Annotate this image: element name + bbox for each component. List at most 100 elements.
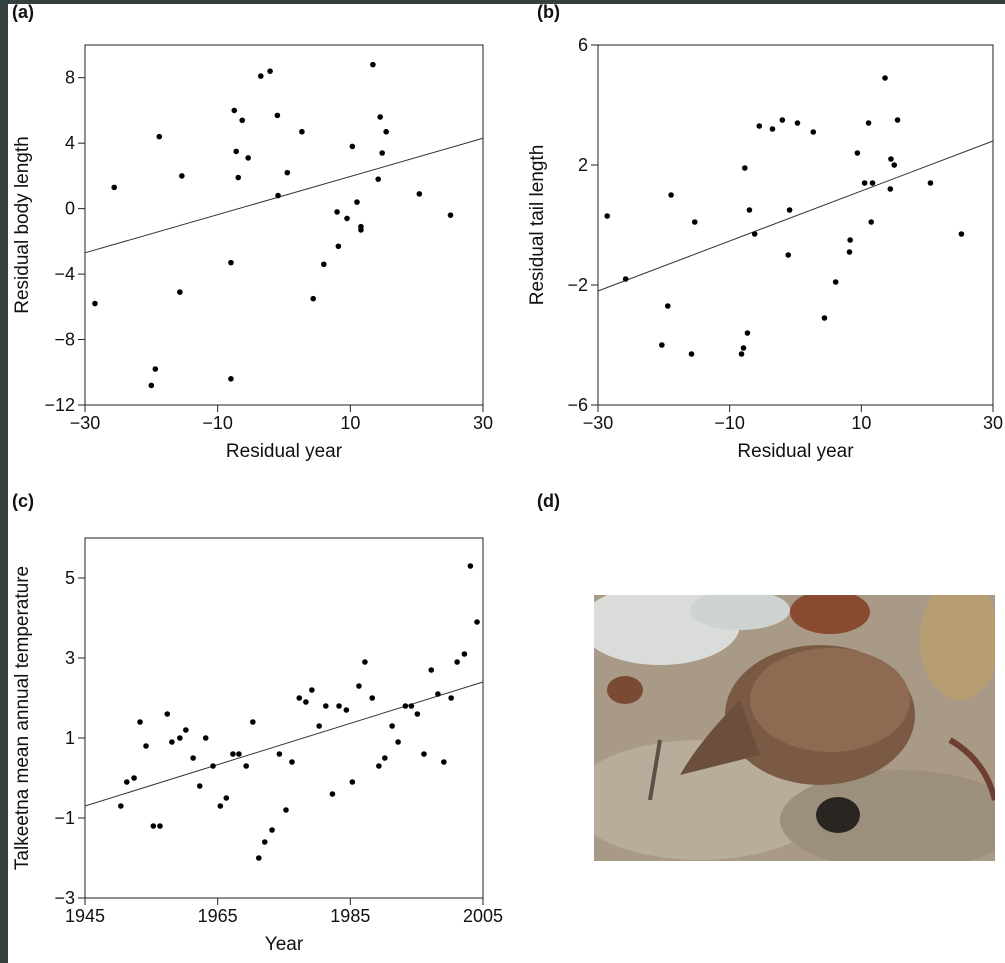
- panel-label: (d): [537, 491, 560, 511]
- point: [150, 823, 157, 829]
- point: [335, 243, 342, 250]
- point: [231, 107, 238, 114]
- plot: (b) −30 −10 10 30 −6 −2 2 6 Residual year Residual…: [527, 2, 1003, 462]
- point: [274, 112, 281, 119]
- point: [868, 219, 875, 225]
- y-tick-label: 2: [578, 155, 588, 175]
- point: [148, 382, 155, 389]
- point: [299, 128, 305, 135]
- point: [370, 61, 376, 68]
- y-tick-label: −8: [54, 330, 75, 350]
- point: [888, 156, 894, 162]
- point: [223, 795, 230, 801]
- point: [131, 775, 137, 781]
- x-tick-label: −10: [202, 413, 233, 433]
- point: [283, 807, 289, 813]
- point: [668, 192, 674, 198]
- point: [236, 751, 242, 757]
- point: [156, 133, 163, 140]
- point: [276, 751, 283, 757]
- point: [810, 129, 817, 135]
- y-tick-label: 6: [578, 35, 588, 55]
- point: [751, 231, 758, 237]
- point: [356, 683, 362, 689]
- point: [691, 219, 698, 225]
- point: [744, 330, 751, 336]
- point: [362, 659, 368, 665]
- y-axis-label: Talkeetna mean annual temperature: [12, 566, 33, 870]
- point: [250, 719, 256, 725]
- plot-frame: [84, 44, 484, 406]
- point: [179, 173, 185, 179]
- point: [217, 803, 224, 809]
- point: [239, 117, 246, 124]
- y-tick-label: −6: [567, 395, 588, 415]
- point: [230, 751, 236, 757]
- point: [202, 735, 209, 741]
- point: [785, 252, 792, 258]
- point: [664, 303, 671, 309]
- y-tick-label: 1: [65, 728, 75, 748]
- point: [927, 180, 934, 186]
- point: [310, 295, 316, 302]
- y-tick-label: −12: [44, 395, 75, 415]
- x-tick-label: 1985: [330, 906, 370, 926]
- point: [779, 117, 786, 123]
- point: [322, 703, 329, 709]
- point: [111, 184, 117, 191]
- point: [289, 759, 295, 765]
- x-tick-label: 10: [340, 413, 360, 433]
- point: [832, 279, 839, 285]
- point: [336, 703, 342, 709]
- photo: [594, 595, 995, 861]
- point: [269, 827, 275, 833]
- y-axis-label: Residual tail length: [527, 145, 548, 306]
- point: [738, 351, 745, 357]
- point: [177, 289, 183, 295]
- point: [177, 735, 183, 741]
- y-tick-label: −2: [567, 275, 588, 295]
- point: [267, 68, 273, 74]
- point: [421, 751, 427, 757]
- point: [461, 651, 468, 657]
- point: [316, 723, 322, 729]
- point: [245, 155, 251, 161]
- point: [882, 75, 888, 81]
- x-tick-label: 1945: [65, 906, 105, 926]
- point: [377, 114, 383, 120]
- plot: (a) −30 −10 10 30 −12 −8 −4 0 4 8 Residual year Resi…: [12, 2, 493, 462]
- x-tick-label: 1965: [198, 906, 238, 926]
- x-tick-label: 10: [851, 413, 871, 433]
- y-tick-label: −1: [54, 808, 75, 828]
- point: [233, 148, 240, 155]
- point: [210, 763, 216, 769]
- point: [416, 191, 423, 197]
- point: [408, 703, 415, 709]
- panel-label: (a): [12, 2, 34, 22]
- point: [383, 128, 389, 135]
- point: [169, 739, 175, 745]
- point: [604, 213, 611, 219]
- y-tick-label: 3: [65, 648, 75, 668]
- panel-label: (b): [537, 2, 560, 22]
- point: [354, 199, 360, 205]
- point: [382, 755, 388, 761]
- y-tick-label: 0: [65, 199, 75, 219]
- point: [343, 707, 350, 713]
- point: [821, 315, 828, 321]
- x-tick-label: 2005: [463, 906, 503, 926]
- point: [349, 143, 356, 150]
- point: [358, 227, 364, 233]
- point: [894, 117, 901, 123]
- y-tick-label: 8: [65, 68, 75, 88]
- x-tick-label: 30: [983, 413, 1003, 433]
- point: [746, 207, 753, 213]
- point: [756, 123, 763, 129]
- point: [275, 192, 281, 199]
- x-tick-label: −10: [714, 413, 745, 433]
- point: [243, 763, 249, 769]
- point: [157, 823, 163, 829]
- point: [891, 162, 898, 168]
- plot: (c) 1945 1965 1985 2005 −3 −1 1 3 5 Year Talkeetna …: [12, 491, 503, 955]
